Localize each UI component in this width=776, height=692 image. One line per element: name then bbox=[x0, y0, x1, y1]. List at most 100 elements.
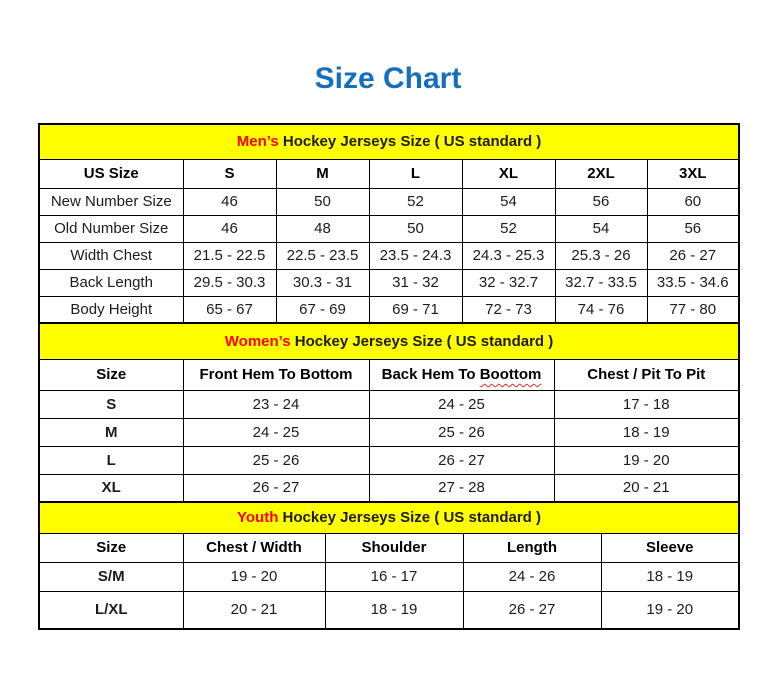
caption-rest: Hockey Jerseys Size ( US standard ) bbox=[278, 509, 541, 527]
row-label: M bbox=[38, 417, 184, 447]
size-value-cell: 60 bbox=[646, 187, 740, 216]
size-value-cell: 32 - 32.7 bbox=[461, 268, 556, 297]
column-header: 2XL bbox=[554, 158, 648, 189]
size-value-cell: 74 - 76 bbox=[554, 295, 648, 324]
caption-highlight: Men’s bbox=[236, 133, 279, 151]
size-value-cell: 18 - 19 bbox=[553, 417, 740, 447]
row-label: XL bbox=[38, 473, 184, 503]
page-title: Size Chart bbox=[314, 62, 462, 95]
column-header: Chest / Width bbox=[182, 532, 326, 563]
column-header: Front Hem To Bottom bbox=[182, 358, 370, 391]
table-row: Old Number Size 46 48 50 52 54 56 bbox=[38, 214, 740, 243]
size-value-cell: 50 bbox=[275, 187, 370, 216]
size-table-mens: Men’s Hockey Jerseys Size ( US standard … bbox=[38, 123, 741, 324]
caption-highlight: Women’s bbox=[224, 332, 291, 350]
size-value-cell: 31 - 32 bbox=[368, 268, 463, 297]
size-value-cell: 27 - 28 bbox=[368, 473, 555, 503]
column-header: S bbox=[182, 158, 277, 189]
size-value-cell: 26 - 27 bbox=[182, 473, 370, 503]
header-text: Back Hem To bbox=[381, 366, 480, 383]
size-value-cell: 25.3 - 26 bbox=[554, 241, 648, 270]
size-value-cell: 24 - 25 bbox=[368, 389, 555, 419]
size-value-cell: 23 - 24 bbox=[182, 389, 370, 419]
row-label: New Number Size bbox=[38, 187, 184, 216]
size-value-cell: 26 - 27 bbox=[646, 241, 740, 270]
size-value-cell: 18 - 19 bbox=[324, 590, 464, 630]
size-value-cell: 48 bbox=[275, 214, 370, 243]
size-value-cell: 54 bbox=[461, 187, 556, 216]
size-value-cell: 52 bbox=[368, 187, 463, 216]
size-value-cell: 46 bbox=[182, 187, 277, 216]
table-row: Body Height 65 - 67 67 - 69 69 - 71 72 -… bbox=[38, 295, 740, 324]
caption-rest: Hockey Jerseys Size ( US standard ) bbox=[290, 332, 554, 350]
size-value-cell: 29.5 - 30.3 bbox=[182, 268, 277, 297]
table-row: Width Chest 21.5 - 22.5 22.5 - 23.5 23.5… bbox=[38, 241, 740, 270]
table-caption-row: Men’s Hockey Jerseys Size ( US standard … bbox=[38, 123, 740, 160]
column-header: XL bbox=[461, 158, 556, 189]
caption-highlight: Youth bbox=[237, 509, 279, 527]
misspelled-word: Boottom bbox=[479, 366, 542, 383]
size-value-cell: 19 - 20 bbox=[182, 561, 326, 592]
size-value-cell: 54 bbox=[554, 214, 648, 243]
size-value-cell: 23.5 - 24.3 bbox=[368, 241, 463, 270]
size-value-cell: 19 - 20 bbox=[553, 445, 740, 475]
column-header: Shoulder bbox=[324, 532, 464, 563]
column-header: Chest / Pit To Pit bbox=[553, 358, 740, 391]
size-table-womens: Women’s Hockey Jerseys Size ( US standar… bbox=[38, 322, 741, 503]
size-value-cell: 21.5 - 22.5 bbox=[182, 241, 277, 270]
table-caption-womens: Women’s Hockey Jerseys Size ( US standar… bbox=[38, 322, 740, 360]
size-value-cell: 19 - 20 bbox=[600, 590, 740, 630]
column-header: Back Hem To Boottom bbox=[368, 358, 555, 391]
size-value-cell: 17 - 18 bbox=[553, 389, 740, 419]
size-value-cell: 46 bbox=[182, 214, 277, 243]
header-row: US Size S M L XL 2XL 3XL bbox=[38, 158, 740, 189]
row-label: Body Height bbox=[38, 295, 184, 324]
row-label: L/XL bbox=[38, 590, 184, 630]
column-header: Size bbox=[38, 532, 184, 563]
table-row: XL 26 - 27 27 - 28 20 - 21 bbox=[38, 473, 740, 503]
size-value-cell: 20 - 21 bbox=[553, 473, 740, 503]
size-value-cell: 77 - 80 bbox=[646, 295, 740, 324]
size-value-cell: 25 - 26 bbox=[182, 445, 370, 475]
size-value-cell: 65 - 67 bbox=[182, 295, 277, 324]
row-label: S/M bbox=[38, 561, 184, 592]
size-value-cell: 22.5 - 23.5 bbox=[275, 241, 370, 270]
table-row: New Number Size 46 50 52 54 56 60 bbox=[38, 187, 740, 216]
size-value-cell: 16 - 17 bbox=[324, 561, 464, 592]
size-table-youth: Youth Hockey Jerseys Size ( US standard … bbox=[38, 501, 740, 630]
size-value-cell: 20 - 21 bbox=[182, 590, 326, 630]
table-row: L 25 - 26 26 - 27 19 - 20 bbox=[38, 445, 740, 475]
row-label: Old Number Size bbox=[38, 214, 184, 243]
column-header: Sleeve bbox=[600, 532, 740, 563]
size-chart-tables: Men’s Hockey Jerseys Size ( US standard … bbox=[38, 123, 741, 630]
size-value-cell: 56 bbox=[554, 187, 648, 216]
row-label: S bbox=[38, 389, 184, 419]
size-value-cell: 69 - 71 bbox=[368, 295, 463, 324]
size-value-cell: 26 - 27 bbox=[462, 590, 602, 630]
column-header: M bbox=[275, 158, 370, 189]
row-label: Width Chest bbox=[38, 241, 184, 270]
size-value-cell: 26 - 27 bbox=[368, 445, 555, 475]
size-value-cell: 67 - 69 bbox=[275, 295, 370, 324]
table-row: L/XL 20 - 21 18 - 19 26 - 27 19 - 20 bbox=[38, 590, 740, 630]
table-caption-row: Youth Hockey Jerseys Size ( US standard … bbox=[38, 501, 740, 534]
header-row: Size Front Hem To Bottom Back Hem To Boo… bbox=[38, 358, 740, 391]
table-caption-youth: Youth Hockey Jerseys Size ( US standard … bbox=[38, 501, 740, 534]
size-value-cell: 32.7 - 33.5 bbox=[554, 268, 648, 297]
table-caption-row: Women’s Hockey Jerseys Size ( US standar… bbox=[38, 322, 740, 360]
size-value-cell: 72 - 73 bbox=[461, 295, 556, 324]
size-value-cell: 30.3 - 31 bbox=[275, 268, 370, 297]
size-value-cell: 50 bbox=[368, 214, 463, 243]
row-label: Back Length bbox=[38, 268, 184, 297]
column-header: US Size bbox=[38, 158, 184, 189]
size-value-cell: 52 bbox=[461, 214, 556, 243]
size-value-cell: 33.5 - 34.6 bbox=[646, 268, 740, 297]
table-row: M 24 - 25 25 - 26 18 - 19 bbox=[38, 417, 740, 447]
size-value-cell: 24 - 25 bbox=[182, 417, 370, 447]
table-row: Back Length 29.5 - 30.3 30.3 - 31 31 - 3… bbox=[38, 268, 740, 297]
caption-rest: Hockey Jerseys Size ( US standard ) bbox=[278, 133, 542, 151]
column-header: 3XL bbox=[646, 158, 740, 189]
table-row: S 23 - 24 24 - 25 17 - 18 bbox=[38, 389, 740, 419]
table-row: S/M 19 - 20 16 - 17 24 - 26 18 - 19 bbox=[38, 561, 740, 592]
column-header: L bbox=[368, 158, 463, 189]
